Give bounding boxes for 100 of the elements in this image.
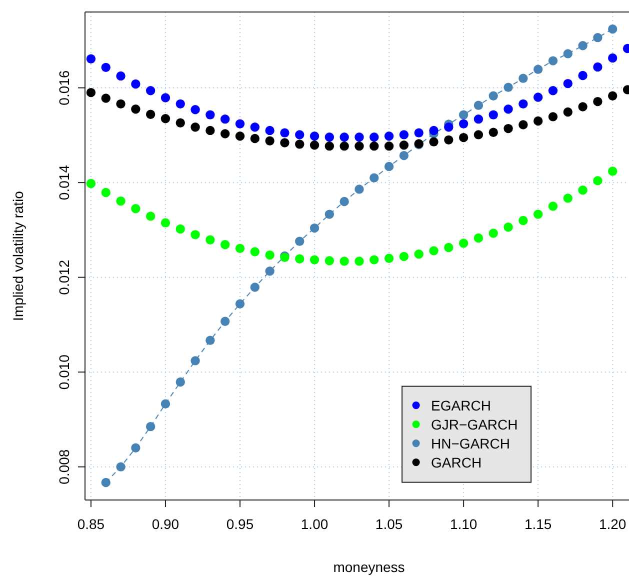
point [160,93,170,102]
point [86,54,96,64]
point [354,141,364,151]
point [458,132,468,142]
point [384,132,394,141]
point [265,126,274,136]
point [518,99,528,109]
point [265,136,274,146]
point [250,282,260,292]
point [206,336,215,345]
point [518,120,528,130]
point [548,86,558,96]
point [399,130,409,140]
point [250,134,260,144]
point [176,224,185,234]
point [101,478,110,488]
point [429,137,438,146]
point [340,132,349,142]
point [160,218,170,228]
point [474,233,484,243]
point [160,399,170,408]
legend-label: HN−GARCH [431,435,510,452]
point [504,124,513,134]
y-tick-label: 0.014 [56,164,72,200]
point [250,247,260,256]
point [295,140,304,149]
point [235,299,245,308]
x-tick-label: 0.85 [77,516,105,532]
point [280,128,290,138]
point [116,71,126,81]
point [220,240,230,250]
point [488,228,498,238]
point [370,173,379,182]
point [593,62,602,72]
point [548,202,558,211]
point [116,462,126,472]
y-tick-label: 0.010 [56,354,72,390]
point [548,56,558,66]
point [340,256,349,266]
point [295,130,304,140]
point [533,210,543,219]
point [370,141,379,151]
point [563,49,572,58]
point [444,135,454,145]
point [190,105,200,114]
point [578,186,588,195]
point [578,102,588,112]
point [131,104,140,114]
point [399,140,409,150]
point [488,91,498,100]
point [429,126,438,136]
point [593,176,602,186]
point [533,64,543,74]
point [265,250,274,260]
x-tick-label: 0.90 [152,516,180,532]
point [324,141,334,151]
point [131,79,140,89]
point [488,128,498,137]
point [86,178,96,188]
point [563,194,572,203]
point [265,266,274,276]
point [458,110,468,120]
point [593,32,602,42]
point [340,141,349,151]
point [504,104,513,114]
point [280,138,290,148]
point [474,130,484,140]
point [384,254,394,263]
point [220,129,230,138]
legend-label: GARCH [431,454,482,470]
point [429,246,438,256]
legend-label: GJR−GARCH [431,416,518,432]
point [504,222,513,232]
point [86,88,96,98]
point [444,122,454,132]
point [458,119,468,128]
point [310,140,320,150]
x-tick-label: 1.00 [300,516,328,532]
point [324,256,334,266]
point [533,116,543,126]
point [176,118,185,128]
x-axis-title: moneyness [333,559,405,575]
point [548,112,558,122]
point [399,150,409,160]
x-tick-label: 1.05 [375,516,403,532]
point [250,122,260,132]
point [518,216,528,226]
y-axis-title: Implied volatility ratio [10,190,26,321]
point [190,230,200,240]
point [146,212,156,221]
point [220,316,230,326]
point [504,82,513,92]
point [235,119,245,128]
point [146,110,156,119]
point [310,255,320,264]
point [295,254,304,264]
point [474,100,484,110]
point [354,184,364,194]
point [608,91,618,100]
point [384,141,394,151]
